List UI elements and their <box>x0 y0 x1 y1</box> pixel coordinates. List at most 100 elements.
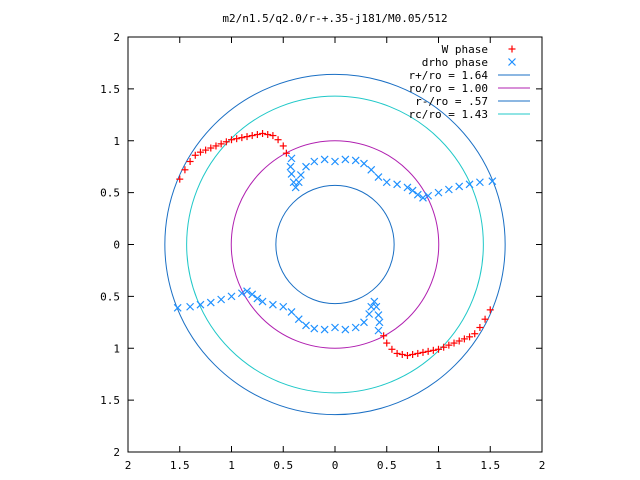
series-1-point-6 <box>296 171 305 179</box>
series-0-point-26 <box>466 333 474 341</box>
series-1-point-44 <box>287 308 296 316</box>
series-1-point-53 <box>217 295 226 304</box>
legend-marker-point-1 <box>508 58 516 66</box>
x-tick-label-8: 2 <box>539 459 546 472</box>
series-0-point-0 <box>176 175 184 183</box>
series-0-point-1 <box>181 166 189 174</box>
series-1-point-49 <box>248 290 257 299</box>
series-1-point-34 <box>367 302 376 311</box>
series-1-point-51 <box>237 289 246 298</box>
series-1-point-38 <box>341 325 350 334</box>
y-tick-label-3: 0.5 <box>100 187 120 200</box>
series-1-point-14 <box>367 165 376 174</box>
series-1-point-13 <box>360 159 368 168</box>
series-0-point-27 <box>460 335 468 343</box>
series-0-point-31 <box>440 343 448 351</box>
series-0-point-34 <box>424 347 432 355</box>
x-tick-label-0: 2 <box>125 459 132 472</box>
series-1-point-16 <box>382 178 391 187</box>
series-0-point-39 <box>398 350 406 358</box>
series-0-point-37 <box>409 350 417 358</box>
series-0 <box>176 129 494 360</box>
circle-1 <box>230 140 440 349</box>
series-0-point-42 <box>383 339 391 347</box>
series-1-point-40 <box>320 325 329 334</box>
series-0-point-14 <box>248 132 256 140</box>
series-0-point-32 <box>435 345 442 353</box>
series-1-point-2 <box>287 170 296 178</box>
series-1-point-54 <box>206 298 215 307</box>
series-0-point-36 <box>414 349 422 357</box>
series-1-point-21 <box>419 193 427 202</box>
x-tick-label-1: 1.5 <box>170 459 190 472</box>
y-tick-label-0: 2 <box>113 31 120 44</box>
series-1-point-22 <box>424 191 433 200</box>
series-1-point-29 <box>374 326 383 335</box>
series-1-point-12 <box>351 156 360 165</box>
legend-label-3: ro/ro = 1.00 <box>409 82 488 95</box>
series-1-point-36 <box>360 318 368 327</box>
y-tick-label-7: 1.5 <box>100 394 120 407</box>
series-0-point-43 <box>380 332 388 340</box>
series-1-point-41 <box>310 324 319 333</box>
series-1-point-55 <box>196 300 205 309</box>
series-1-point-47 <box>258 297 267 306</box>
series-0-point-15 <box>253 131 261 139</box>
series-1-point-11 <box>341 155 350 164</box>
circle-3 <box>186 95 484 394</box>
series-1-point-33 <box>370 297 379 306</box>
x-tick-label-6: 1 <box>435 459 442 472</box>
series-0-point-19 <box>274 136 282 144</box>
series-0-point-30 <box>445 341 453 349</box>
series-1-point-45 <box>279 302 288 311</box>
series-0-point-38 <box>403 352 411 360</box>
y-axis: 2 1.5 1 0.5 0 0.5 1 1.5 2 <box>100 31 542 459</box>
x-axis: 2 1.5 1 0.5 0 0.5 1 1.5 2 <box>125 37 546 472</box>
series-0-point-12 <box>238 134 246 142</box>
series-1-point-7 <box>302 162 310 171</box>
series-1-point-28 <box>488 177 497 186</box>
series-1-point-25 <box>455 182 464 191</box>
series-1-point-46 <box>268 300 277 309</box>
series-1-point-57 <box>173 303 182 312</box>
series-1-point-9 <box>320 155 329 164</box>
series-1-point-30 <box>375 318 384 327</box>
series-0-point-10 <box>228 136 235 144</box>
series-1-point-18 <box>403 183 412 192</box>
legend-label-0: W phase <box>442 43 488 56</box>
series-0-point-13 <box>243 133 251 141</box>
series-1-point-39 <box>331 323 339 332</box>
series-0-point-7 <box>212 142 220 150</box>
series-1-point-5 <box>294 178 303 187</box>
x-tick-label-4: 0 <box>332 459 339 472</box>
series-0-point-3 <box>191 151 199 159</box>
series-1-point-4 <box>291 183 300 192</box>
series-1-point-15 <box>374 173 383 181</box>
legend-label-1: drho phase <box>422 56 488 69</box>
series-0-point-22 <box>486 306 494 314</box>
series-0-point-29 <box>450 339 458 347</box>
x-tick-label-7: 1.5 <box>480 459 500 472</box>
series-0-point-2 <box>186 158 194 165</box>
y-tick-label-1: 1.5 <box>100 83 120 96</box>
series-1-point-56 <box>186 302 195 311</box>
series-0-point-18 <box>269 132 277 140</box>
series-0-point-16 <box>259 129 267 137</box>
series-0-point-25 <box>471 330 479 338</box>
series-1-point-27 <box>475 178 484 187</box>
series-0-point-8 <box>217 140 225 148</box>
series-0-point-5 <box>202 146 210 154</box>
series-1-point-48 <box>253 294 262 303</box>
series-0-point-23 <box>481 315 489 323</box>
series-0-point-9 <box>222 138 230 146</box>
y-tick-label-4: 0 <box>113 239 120 252</box>
y-tick-label-5: 0.5 <box>100 290 120 303</box>
circle-2 <box>275 184 395 305</box>
series-1-point-26 <box>465 180 474 189</box>
series-0-point-6 <box>207 144 215 152</box>
series-0-point-24 <box>476 324 484 331</box>
series-0-point-11 <box>233 135 241 143</box>
legend-label-5: rc/ro = 1.43 <box>409 108 488 121</box>
legend-label-4: r-/ro = .57 <box>415 95 488 108</box>
